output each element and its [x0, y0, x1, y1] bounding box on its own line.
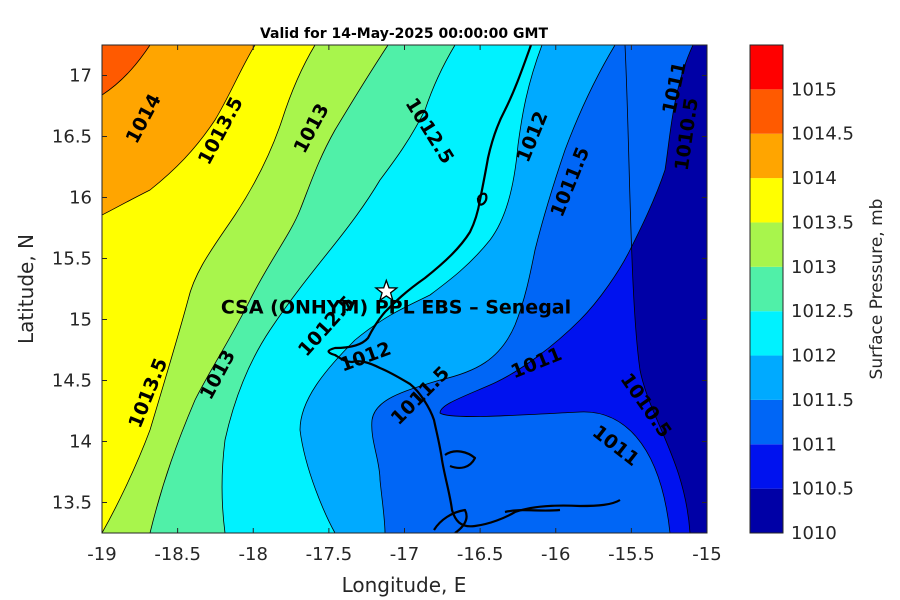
colorbar-swatch [750, 266, 783, 312]
band-1014-5 [102, 45, 150, 95]
colorbar-level-label: 1014 [791, 168, 837, 189]
x-tick-label: -16 [541, 544, 570, 565]
colorbar-swatch [750, 444, 783, 489]
colorbar-level-label: 1010.5 [791, 479, 854, 500]
x-tick-label: -18.5 [154, 544, 201, 565]
contour-lines [102, 45, 694, 533]
y-tick-label: 13.5 [52, 493, 92, 514]
colorbar-swatch [750, 222, 783, 267]
colorbar-level-label: 1015 [791, 79, 837, 100]
x-tick-label: -15 [692, 544, 721, 565]
y-tick-label: 15.5 [52, 249, 92, 270]
station: CSA (ONHYM) PPL EBS – Senegal [221, 278, 571, 318]
colorbar-level-label: 1012 [791, 346, 837, 367]
y-tick-label: 15 [69, 310, 92, 331]
colorbar-title: Surface Pressure, mb [867, 199, 887, 380]
x-axis-ticks: -19 -18.5 -18 -17.5 -17 -16.5 -16 -15.5 -15 [87, 544, 721, 565]
colorbar-frame [749, 44, 784, 534]
x-tick-label: -16.5 [457, 544, 504, 565]
coastline [327, 45, 621, 533]
x-tick-label: -18 [239, 544, 268, 565]
colorbar-level-label: 1012.5 [791, 301, 854, 322]
station-star-icon [374, 278, 399, 302]
station-label: CSA (ONHYM) PPL EBS – Senegal [221, 296, 571, 318]
colorbar-swatches [750, 45, 783, 533]
colorbar: 1010 1010.5 1011 1011.5 1012 1012.5 1013 1013.5… [749, 44, 887, 544]
colorbar-swatch [750, 89, 783, 134]
figure-title: Valid for 14-May-2025 00:00:00 GMT [260, 26, 548, 42]
colorbar-level-label: 1013 [791, 257, 837, 278]
y-tick-label: 17 [69, 66, 92, 87]
colorbar-level-label: 1013.5 [791, 212, 854, 233]
colorbar-tick-labels: 1010 1010.5 1011 1011.5 1012 1012.5 1013 1013.5… [791, 79, 854, 544]
colorbar-swatch [750, 178, 783, 223]
colorbar-level-label: 1011.5 [791, 390, 854, 411]
colorbar-level-label: 1010 [791, 523, 837, 544]
x-tick-label: -17 [390, 544, 419, 565]
axis-ticks [101, 45, 708, 533]
x-tick-label: -19 [87, 544, 116, 565]
y-tick-label: 16.5 [52, 127, 92, 148]
colorbar-swatch [750, 488, 783, 533]
colorbar-level-label: 1011 [791, 434, 837, 455]
y-tick-label: 14 [69, 432, 92, 453]
colorbar-swatch [750, 133, 783, 179]
colorbar-swatch [750, 311, 783, 356]
y-axis-ticks: 13.5 14 14.5 15 15.5 16 16.5 17 [52, 66, 92, 514]
x-axis-title: Longitude, E [342, 573, 467, 597]
colorbar-swatch [750, 45, 783, 90]
y-tick-label: 16 [69, 188, 92, 209]
colorbar-swatch [750, 355, 783, 400]
band-1014 [102, 45, 255, 215]
x-tick-label: -17.5 [306, 544, 353, 565]
y-tick-label: 14.5 [52, 371, 92, 392]
y-axis-title: Latitude, N [14, 234, 38, 344]
x-tick-label: -15.5 [608, 544, 655, 565]
colorbar-swatch [750, 399, 783, 445]
colorbar-level-label: 1014.5 [791, 124, 854, 145]
